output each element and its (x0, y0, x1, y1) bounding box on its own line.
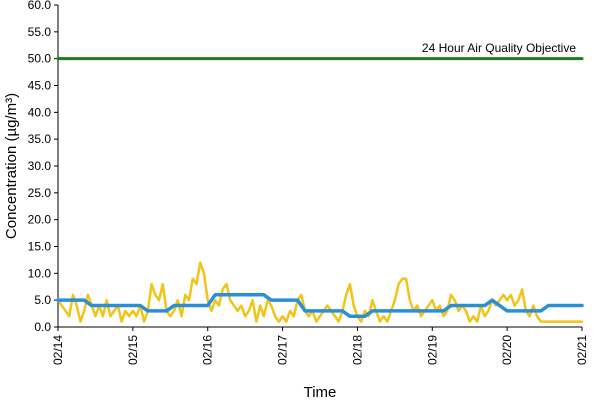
y-tick-label: 5.0 (34, 293, 51, 307)
x-tick-label: 02/20 (500, 335, 514, 365)
x-tick-label: 02/21 (575, 335, 589, 365)
y-tick-label: 45.0 (28, 79, 52, 93)
y-tick-label: 15.0 (28, 240, 52, 254)
y-tick-label: 30.0 (28, 159, 52, 173)
x-tick-label: 02/16 (201, 335, 215, 365)
y-tick-label: 10.0 (28, 266, 52, 280)
x-tick-label: 02/15 (126, 335, 140, 365)
series-line-daily-running (56, 293, 584, 319)
series-line-hourly (56, 261, 584, 323)
x-tick-label: 02/17 (276, 335, 290, 365)
y-axis-title: Concentration (µg/m³) (3, 93, 20, 239)
objective-annotation: 24 Hour Air Quality Objective (422, 41, 576, 55)
y-tick-label: 35.0 (28, 132, 52, 146)
y-tick-label: 60.0 (28, 0, 52, 12)
y-tick-label: 20.0 (28, 213, 52, 227)
x-axis-title: Time (304, 384, 337, 400)
x-tick-label: 02/18 (350, 335, 364, 365)
y-tick-label: 50.0 (28, 52, 52, 66)
axes: 0.0 5.0 10.0 15.0 20.0 25.0 30.0 35.0 40.0 45.0 50… (28, 0, 589, 365)
y-tick-label: 55.0 (28, 25, 52, 39)
x-tick-label: 02/19 (425, 335, 439, 365)
y-tick-label: 40.0 (28, 105, 52, 119)
series-layer (56, 57, 584, 323)
y-tick-label: 25.0 (28, 186, 52, 200)
x-tick-label: 02/14 (51, 335, 65, 365)
labels-layer: Concentration (µg/m³) Time 24 Hour Air Q… (3, 41, 576, 400)
y-tick-label: 0.0 (34, 320, 51, 334)
